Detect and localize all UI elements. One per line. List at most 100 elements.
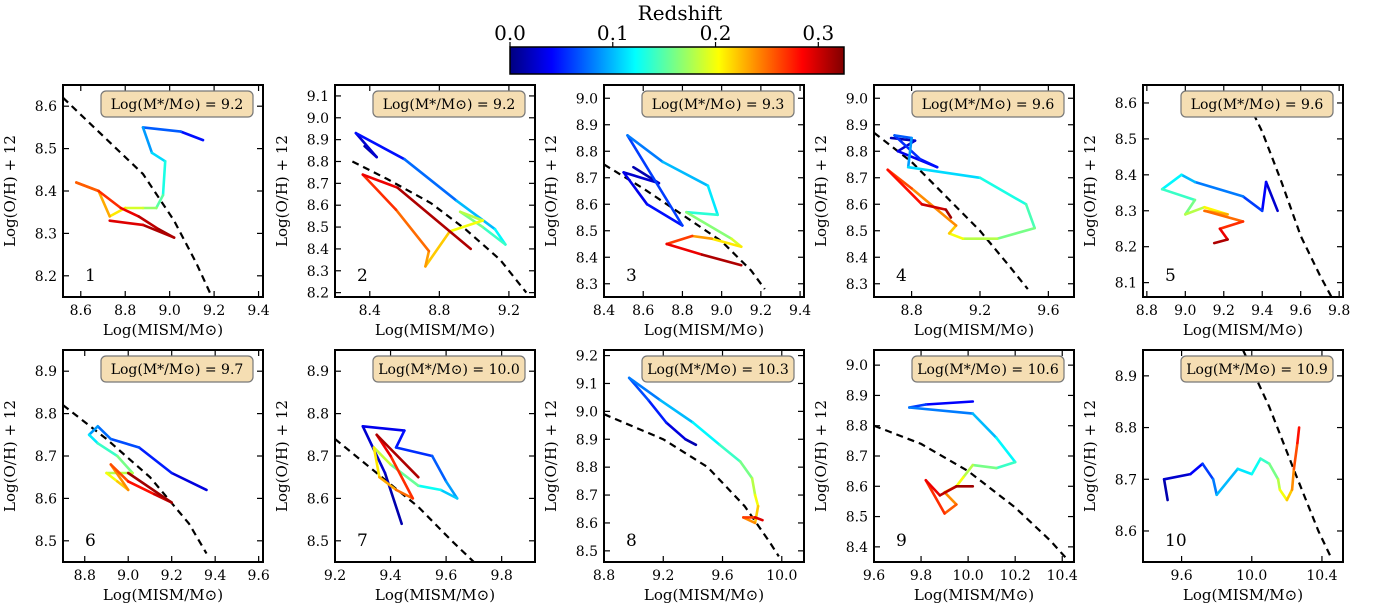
- redshift-track: [886, 134, 1036, 240]
- track-segment: [361, 173, 398, 211]
- track-segment: [1184, 205, 1206, 216]
- panel-number: 7: [357, 531, 368, 551]
- track-segment: [396, 186, 473, 251]
- y-tick-label: 8.5: [307, 220, 329, 236]
- stellar-mass-label: Log(M*/M⊙) = 9.6: [1191, 97, 1324, 113]
- x-tick-label: 8.8: [1136, 303, 1158, 319]
- panel-number: 3: [626, 266, 637, 286]
- track-segment: [161, 160, 167, 197]
- track-segment: [995, 460, 1017, 470]
- track-segment: [481, 225, 507, 246]
- x-tick-label: 8.8: [593, 568, 615, 584]
- track-segment: [97, 189, 111, 218]
- track-segment: [661, 160, 710, 187]
- y-tick-label: 8.7: [846, 449, 868, 465]
- colorbar-ticks: 0.0 0.1 0.2 0.3: [494, 21, 834, 47]
- track-segment: [126, 471, 173, 504]
- y-tick-label: 8.7: [576, 488, 598, 504]
- track-segment: [1236, 467, 1254, 476]
- y-tick-label: 8.1: [1115, 276, 1137, 292]
- track-segment: [444, 480, 459, 500]
- stellar-mass-label: Log(M*/M⊙) = 9.3: [652, 97, 785, 113]
- x-axis-label: Log(MISM/M⊙): [375, 321, 495, 339]
- track-segment: [1180, 173, 1197, 184]
- y-tick-label: 8.6: [35, 99, 57, 115]
- y-tick-label: 8.4: [307, 242, 329, 258]
- y-tick-label: 8.9: [307, 133, 329, 149]
- track-segment: [155, 193, 165, 210]
- stellar-mass-box: [641, 90, 795, 118]
- track-segment: [1201, 462, 1215, 481]
- panel-4: 8.8 9.2 9.6 8.3 8.4 8.5 8.6 8.7 8.8 8.9 9.0 Log(MIS…: [812, 84, 1075, 339]
- track-segment: [389, 454, 415, 500]
- x-tick-label: 9.8: [491, 568, 513, 584]
- y-tick-label: 8.8: [576, 460, 598, 476]
- colorbar-label: Redshift: [638, 1, 723, 25]
- x-tick-label: 8.8: [74, 568, 96, 584]
- track-segment: [361, 173, 399, 189]
- y-tick-label: 8.6: [35, 491, 57, 507]
- y-tick-label: 8.3: [35, 226, 57, 242]
- track-segment: [87, 424, 100, 437]
- y-tick-label: 8.8: [307, 154, 329, 170]
- y-axis-label: Log(O/H) + 12: [542, 135, 560, 247]
- track-segment: [665, 242, 704, 256]
- y-tick-label: 9.2: [576, 349, 598, 365]
- track-segment: [1250, 457, 1262, 476]
- redshift-track: [75, 126, 205, 239]
- panel-6: 8.8 9.0 9.2 9.4 9.6 8.5 8.6 8.7 8.8 8.9 Log(MISM/M…: [1, 349, 270, 604]
- track-segment: [1203, 209, 1245, 223]
- panel-1: 8.6 8.8 9.0 9.2 9.4 8.2 8.3 8.4 8.5 8.6 Log(MISM/M…: [1, 84, 270, 339]
- track-segment: [664, 421, 687, 441]
- colorbar-tick-label: 0.0: [494, 21, 526, 45]
- y-tick-label: 8.3: [576, 277, 598, 293]
- track-segment: [424, 249, 431, 268]
- panel-number: 8: [626, 531, 637, 551]
- track-segment: [126, 480, 156, 496]
- track-segment: [1189, 462, 1204, 476]
- y-tick-label: 8.5: [846, 510, 868, 526]
- x-tick-label: 9.2: [1213, 303, 1235, 319]
- track-segment: [378, 475, 398, 492]
- y-tick-label: 8.9: [307, 364, 329, 380]
- redshift-track: [87, 424, 208, 504]
- x-tick-label: 9.4: [247, 303, 269, 319]
- y-axis-label: Log(O/H) + 12: [812, 400, 830, 512]
- track-segment: [416, 484, 442, 492]
- track-segment: [430, 454, 448, 483]
- x-tick-label: 8.8: [671, 303, 693, 319]
- panel-grid: 8.6 8.8 9.0 9.2 9.4 8.2 8.3 8.4 8.5 8.6 Log(MISM/M…: [1, 84, 1350, 604]
- x-tick-label: 9.4: [204, 568, 226, 584]
- track-segment: [1215, 467, 1239, 497]
- panel-frame: [603, 84, 805, 298]
- track-segment: [886, 168, 924, 206]
- stellar-mass-box: [641, 355, 795, 383]
- stellar-mass-label: Log(M*/M⊙) = 9.7: [111, 362, 244, 378]
- y-tick-label: 8.6: [846, 479, 868, 495]
- y-tick-label: 8.2: [307, 286, 329, 302]
- stellar-mass-box: [372, 355, 526, 383]
- x-tick-label: 8.8: [900, 303, 922, 319]
- y-tick-label: 8.8: [576, 144, 598, 160]
- x-tick-label: 9.0: [159, 303, 181, 319]
- stellar-mass-label: Log(M*/M⊙) = 10.6: [917, 362, 1059, 378]
- track-segment: [361, 424, 406, 432]
- track-segment: [1218, 227, 1229, 241]
- y-tick-label: 8.6: [307, 198, 329, 214]
- x-tick-label: 8.8: [428, 303, 450, 319]
- stellar-mass-box: [1180, 355, 1334, 383]
- boundary-line: [1242, 350, 1332, 558]
- track-segment: [424, 230, 452, 268]
- y-tick-label: 8.7: [35, 449, 57, 465]
- panel-10: 9.6 10.0 10.4 8.6 8.7 8.8 8.9 Log(MISM/M⊙) Log(O…: [1081, 349, 1344, 604]
- track-segment: [1218, 220, 1245, 230]
- track-segment: [1260, 180, 1268, 213]
- y-tick-label: 8.8: [846, 419, 868, 435]
- track-segment: [394, 208, 431, 253]
- y-tick-label: 9.0: [576, 404, 598, 420]
- x-tick-label: 9.8: [910, 568, 932, 584]
- track-segment: [372, 446, 392, 466]
- track-segment: [750, 476, 757, 497]
- colorbar-gradient: [509, 46, 845, 75]
- redshift-track: [354, 131, 507, 268]
